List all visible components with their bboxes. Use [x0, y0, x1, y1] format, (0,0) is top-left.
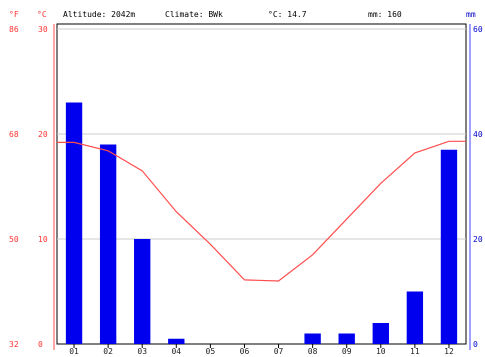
unit-celsius-label: °C: [37, 10, 47, 19]
unit-fahrenheit-label: °F: [9, 10, 19, 19]
tick-labels: 86 30 60 68 20 40 50 10 20 32 0 0 01 02 03 04 05 06 07 08 09…: [9, 25, 483, 356]
x-tick-label-04: 04: [171, 347, 181, 356]
precip-bar-09: [338, 333, 355, 344]
altitude-label: Altitude: 2042m: [63, 10, 135, 19]
tick-celsius: 0: [38, 340, 43, 349]
x-tick-label-10: 10: [376, 347, 386, 356]
x-tick-label-05: 05: [206, 347, 216, 356]
precip-bar-04: [168, 338, 185, 344]
tick-celsius: 30: [38, 25, 48, 34]
precip-bar-03: [134, 239, 151, 344]
tick-fahrenheit: 32: [9, 340, 19, 349]
tick-precip: 60: [473, 25, 483, 34]
precip-bar-02: [99, 144, 117, 344]
precipitation-bars: [65, 102, 458, 344]
x-tick-label-07: 07: [274, 347, 284, 356]
tick-fahrenheit: 68: [9, 130, 19, 139]
tick-fahrenheit: 86: [9, 25, 19, 34]
x-tick-label-01: 01: [69, 347, 79, 356]
tick-celsius: 10: [38, 235, 48, 244]
plot-area: [56, 23, 467, 345]
tick-precip: 0: [473, 340, 478, 349]
total-precip-label: mm: 160: [368, 10, 402, 19]
x-tick-label-09: 09: [342, 347, 352, 356]
precip-bar-08: [304, 333, 321, 344]
climate-label: Climate: BWk: [165, 10, 223, 19]
x-tick-label-11: 11: [410, 347, 420, 356]
temperature-line: [57, 140, 466, 282]
tick-precip: 40: [473, 130, 483, 139]
temperature-line-group: [57, 140, 466, 282]
x-tick-label-06: 06: [240, 347, 250, 356]
avg-temp-label: °C: 14.7: [268, 10, 307, 19]
tick-celsius: 20: [38, 130, 48, 139]
unit-mm-label: mm: [466, 10, 476, 19]
precip-bar-11: [406, 291, 424, 344]
grid-lines: [57, 28, 466, 240]
x-tick-label-08: 08: [308, 347, 318, 356]
tick-precip: 20: [473, 235, 483, 244]
x-tick-label-03: 03: [137, 347, 147, 356]
tick-fahrenheit: 50: [9, 235, 19, 244]
x-tick-label-12: 12: [444, 347, 454, 356]
precip-bar-12: [440, 149, 458, 344]
x-tick-label-02: 02: [103, 347, 113, 356]
precip-bar-01: [65, 102, 83, 344]
precip-bar-10: [372, 323, 389, 344]
axes-group: [53, 24, 471, 350]
